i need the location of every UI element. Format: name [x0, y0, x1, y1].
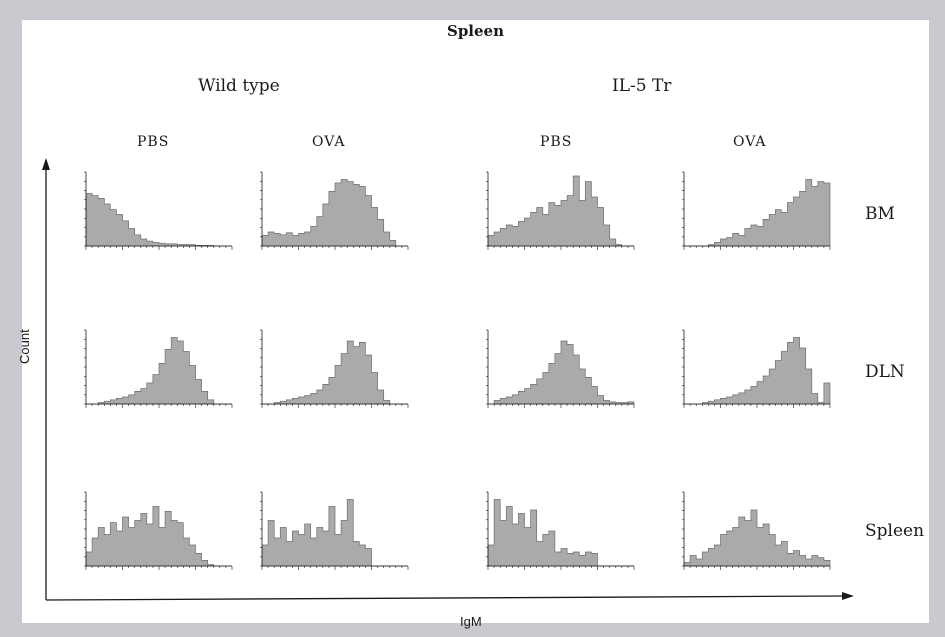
hist-dln-il-5-tr-pbs — [486, 329, 635, 408]
hist-spleen-il-5-tr-pbs — [486, 491, 635, 570]
column-label-tr-pbs: PBS — [540, 134, 573, 150]
hist-bm-il-5-tr-ova — [682, 171, 831, 250]
histogram-area — [261, 499, 408, 567]
column-label-wt-pbs: PBS — [137, 134, 170, 150]
histogram-area — [684, 179, 831, 247]
figure-panel: Spleen Wild type IL-5 Tr PBS OVA PBS OVA… — [17, 20, 929, 629]
hist-bm-il-5-tr-pbs — [486, 171, 635, 250]
y-axis-arrow — [42, 158, 50, 170]
histogram-area — [261, 179, 408, 247]
x-axis-label: IgM — [460, 614, 482, 629]
figure-title: Spleen — [446, 22, 504, 40]
histogram-grid — [42, 158, 854, 601]
column-label-tr-ova: OVA — [733, 134, 767, 150]
hist-bm-wild-type-pbs — [84, 171, 233, 250]
hist-dln-il-5-tr-ova — [682, 329, 831, 408]
row-label-bm: BM — [865, 204, 895, 224]
histogram-area — [487, 499, 634, 567]
column-label-wt-ova: OVA — [312, 134, 346, 150]
hist-spleen-wild-type-ova — [260, 491, 409, 570]
x-axis-line — [45, 595, 845, 601]
group-label-il5-tr: IL-5 Tr — [612, 76, 672, 96]
hist-bm-wild-type-ova — [260, 171, 409, 250]
hist-spleen-wild-type-pbs — [84, 491, 233, 570]
histogram-area — [488, 340, 635, 405]
histogram-area — [684, 337, 831, 405]
x-axis-arrow — [842, 592, 854, 600]
hist-spleen-il-5-tr-ova — [682, 491, 831, 570]
histogram-area — [683, 509, 831, 567]
histograms-group — [84, 171, 831, 570]
row-label-spleen: Spleen — [865, 521, 925, 541]
histogram-area — [85, 193, 232, 247]
axes-group — [42, 158, 854, 601]
histogram-area — [487, 175, 634, 247]
group-label-wild-type: Wild type — [198, 76, 280, 96]
hist-dln-wild-type-pbs — [84, 329, 233, 408]
row-label-dln: DLN — [865, 362, 905, 382]
hist-dln-wild-type-ova — [260, 329, 409, 408]
histogram-area — [262, 340, 408, 405]
histogram-area — [86, 337, 232, 405]
histogram-area — [85, 506, 232, 567]
